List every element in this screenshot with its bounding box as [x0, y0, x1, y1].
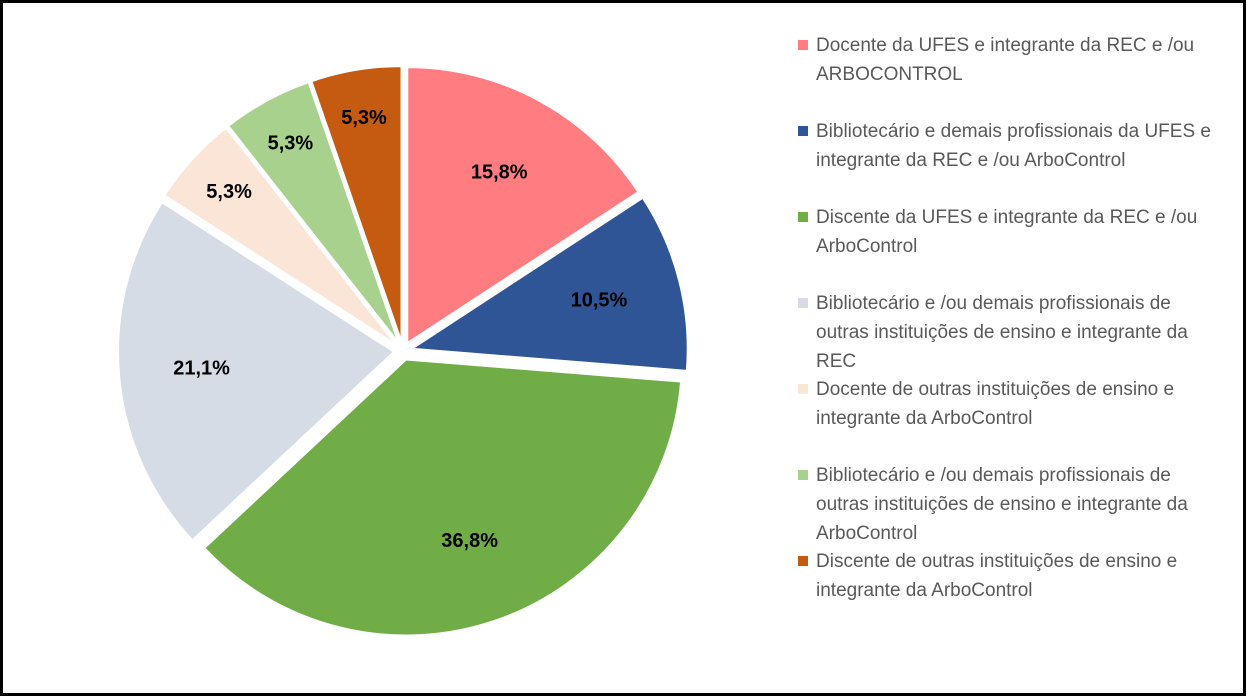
pie-chart: 15,8% 10,5% 36,8% 21,1% 5,3% 5,3% 5,3% [117, 65, 689, 637]
legend-swatch [798, 298, 808, 308]
pie-slice [226, 80, 400, 344]
data-label: 5,3% [206, 181, 252, 203]
pie-slice [163, 126, 398, 346]
legend-label: Docente da UFES e integrante da REC e /o… [816, 35, 1195, 85]
legend-label: Discente de outras instituições de ensin… [816, 551, 1178, 601]
legend-item: Bibliotecário e /ou demais profissionais… [798, 289, 1228, 376]
legend-swatch [798, 126, 808, 136]
legend-swatch [798, 384, 808, 394]
legend-item: Bibliotecário e /ou demais profissionais… [798, 461, 1228, 548]
legend-label: Bibliotecário e /ou demais profissionais… [816, 293, 1188, 372]
legend-item: Discente da UFES e integrante da REC e /… [798, 203, 1228, 261]
legend-swatch [798, 556, 808, 566]
legend-swatch [798, 40, 808, 50]
legend-item: Discente de outras instituições de ensin… [798, 547, 1228, 605]
legend-swatch [798, 470, 808, 480]
pie-slice [408, 196, 689, 372]
pie-slice [117, 200, 396, 542]
legend-item: Bibliotecário e demais profissionais da … [798, 117, 1228, 175]
legend-label: Bibliotecário e /ou demais profissionais… [816, 465, 1188, 544]
data-label: 5,3% [268, 133, 314, 155]
pie-slice [406, 66, 640, 345]
data-label: 5,3% [341, 107, 387, 129]
legend-swatch [798, 212, 808, 222]
legend-label: Docente de outras instituições de ensino… [816, 379, 1175, 429]
pie-slice [202, 358, 683, 637]
data-label: 10,5% [571, 289, 628, 311]
data-label: 21,1% [173, 357, 230, 379]
legend-item: Docente de outras instituições de ensino… [798, 375, 1228, 433]
data-label: 15,8% [471, 161, 528, 183]
pie-slice [310, 65, 403, 343]
data-label: 36,8% [441, 530, 498, 552]
legend-label: Discente da UFES e integrante da REC e /… [816, 207, 1198, 257]
legend-label: Bibliotecário e demais profissionais da … [816, 121, 1211, 171]
legend-item: Docente da UFES e integrante da REC e /o… [798, 31, 1228, 89]
